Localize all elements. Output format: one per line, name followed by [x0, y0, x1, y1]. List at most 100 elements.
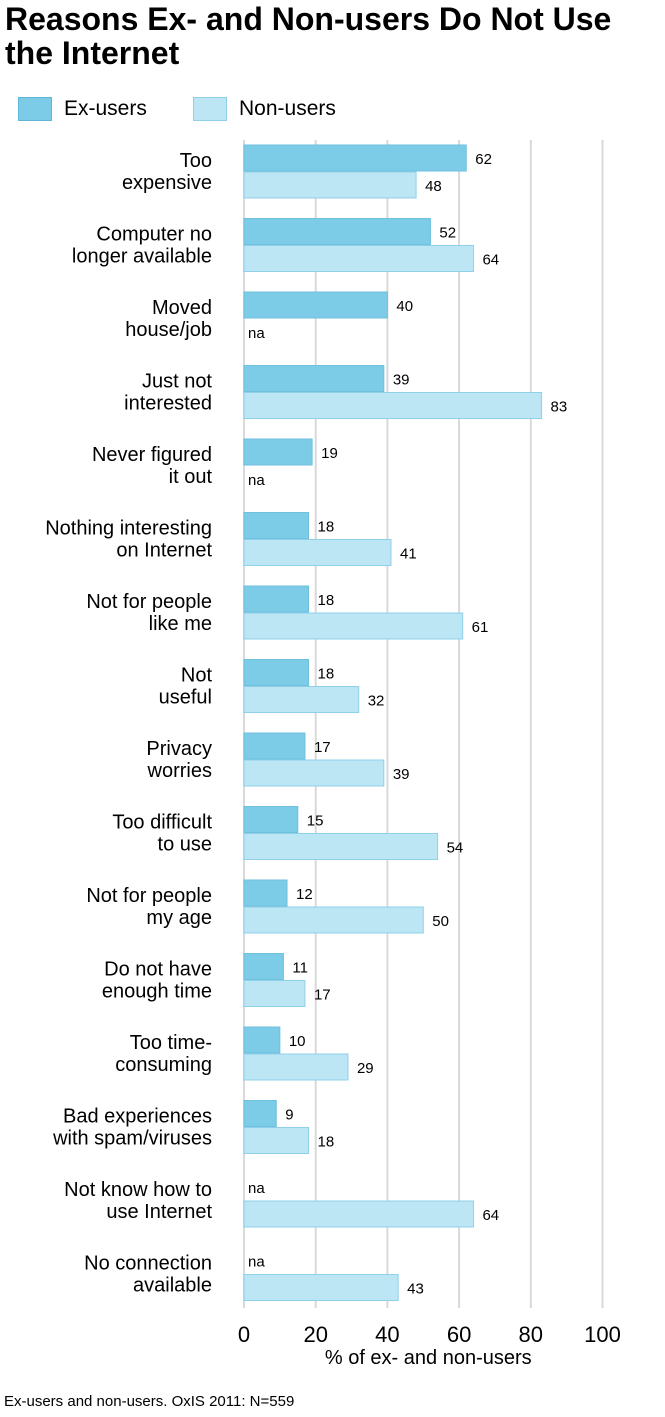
bar-ex-users	[243, 659, 310, 686]
category-label: Not for people	[86, 885, 212, 907]
bar-non-users	[243, 245, 474, 272]
category-label: house/job	[125, 319, 212, 341]
data-label-non-users: 17	[314, 987, 331, 1004]
data-label-ex-users: 62	[475, 151, 492, 168]
category-label: useful	[159, 687, 212, 709]
bar-ex-users	[243, 291, 388, 319]
bar-ex-users	[243, 1100, 277, 1127]
bar-ex-users	[243, 438, 313, 466]
category-label: it out	[169, 466, 213, 488]
data-label-non-users: 54	[447, 840, 464, 857]
category-label: longer available	[72, 246, 212, 268]
x-tick-label: 20	[303, 1322, 327, 1347]
category-label: use Internet	[106, 1201, 212, 1223]
bar-non-users	[243, 980, 306, 1007]
bar-ex-users	[243, 879, 288, 907]
x-tick-label: 80	[519, 1322, 543, 1347]
category-label: Just not	[142, 371, 212, 393]
category-label: Bad experiences	[63, 1106, 212, 1128]
na-label-ex-users: na	[248, 1254, 265, 1271]
data-label-ex-users: 18	[318, 592, 335, 609]
bar-non-users	[243, 612, 464, 640]
category-label: Too difficult	[112, 812, 212, 834]
category-label: No connection	[84, 1253, 212, 1275]
data-label-non-users: 43	[407, 1281, 424, 1298]
category-label: to use	[158, 834, 212, 856]
bar-non-users	[243, 171, 417, 199]
data-label-non-users: 64	[482, 1207, 499, 1224]
x-tick-label: 40	[375, 1322, 399, 1347]
na-label-ex-users: na	[248, 1180, 265, 1197]
legend-swatch-ex-users	[18, 97, 52, 121]
data-label-non-users: 64	[482, 252, 499, 269]
na-label-non-users: na	[248, 325, 265, 342]
legend-item-ex-users: Ex-users	[18, 96, 147, 122]
bar-non-users	[243, 1053, 349, 1081]
legend-label-ex-users: Ex-users	[64, 97, 147, 120]
bar-ex-users	[243, 144, 467, 172]
category-label: worries	[147, 760, 212, 782]
category-label: Too time-	[130, 1032, 212, 1054]
category-label: expensive	[122, 172, 212, 194]
x-tick-label: 0	[238, 1322, 250, 1347]
bar-non-users	[243, 539, 392, 566]
x-tick-label: 60	[447, 1322, 471, 1347]
bar-ex-users	[243, 732, 306, 760]
bar-ex-users	[243, 1026, 281, 1054]
category-label: Moved	[152, 297, 212, 319]
bar-ex-users	[243, 218, 431, 245]
bar-non-users	[243, 686, 360, 713]
data-label-non-users: 61	[472, 619, 489, 636]
legend-label-non-users: Non-users	[239, 97, 336, 120]
category-label: my age	[146, 907, 212, 929]
chart-footnote: Ex-users and non-users. OxIS 2011: N=559	[4, 1393, 295, 1410]
category-label: Never figured	[92, 444, 212, 466]
category-label: Privacy	[146, 738, 212, 760]
category-label: enough time	[102, 981, 212, 1003]
data-label-non-users: 50	[432, 913, 449, 930]
category-label: Not	[181, 665, 213, 687]
data-label-non-users: 41	[400, 546, 417, 563]
data-label-ex-users: 10	[289, 1033, 306, 1050]
category-label: Not know how to	[64, 1179, 212, 1201]
bar-ex-users	[243, 365, 385, 392]
bar-non-users	[243, 1200, 474, 1228]
category-label: available	[133, 1275, 212, 1297]
category-label: Too	[180, 150, 212, 172]
bar-non-users	[243, 1127, 310, 1154]
data-label-ex-users: 18	[318, 519, 335, 536]
data-label-ex-users: 12	[296, 886, 313, 903]
chart-title: Reasons Ex- and Non-users Do Not Use the…	[5, 1, 612, 71]
bar-non-users	[243, 759, 385, 787]
data-label-ex-users: 18	[318, 666, 335, 683]
bar-non-users	[243, 833, 439, 860]
data-label-ex-users: 15	[307, 813, 324, 830]
data-label-ex-users: 19	[321, 445, 338, 462]
category-label: like me	[149, 613, 212, 635]
category-label: on Internet	[116, 540, 212, 562]
bar-ex-users	[243, 512, 310, 539]
data-label-non-users: 39	[393, 766, 410, 783]
bar-non-users	[243, 906, 424, 934]
x-tick-label: 100	[584, 1322, 621, 1347]
category-label: Do not have	[104, 959, 212, 981]
data-label-non-users: 83	[551, 399, 568, 416]
data-label-non-users: 32	[368, 693, 385, 710]
category-label: consuming	[115, 1054, 212, 1076]
category-label: Computer no	[96, 224, 212, 246]
data-label-non-users: 29	[357, 1060, 374, 1077]
legend-item-non-users: Non-users	[193, 96, 336, 122]
data-label-non-users: 18	[318, 1134, 335, 1151]
na-label-non-users: na	[248, 472, 265, 489]
bar-non-users	[243, 392, 543, 419]
category-label: Not for people	[86, 591, 212, 613]
data-label-ex-users: 39	[393, 372, 410, 389]
data-label-ex-users: 17	[314, 739, 331, 756]
data-label-non-users: 48	[425, 178, 442, 195]
bar-ex-users	[243, 806, 299, 833]
bar-ex-users	[243, 585, 310, 613]
bar-non-users	[243, 1274, 399, 1301]
category-label: interested	[124, 393, 212, 415]
data-label-ex-users: 40	[396, 298, 413, 315]
